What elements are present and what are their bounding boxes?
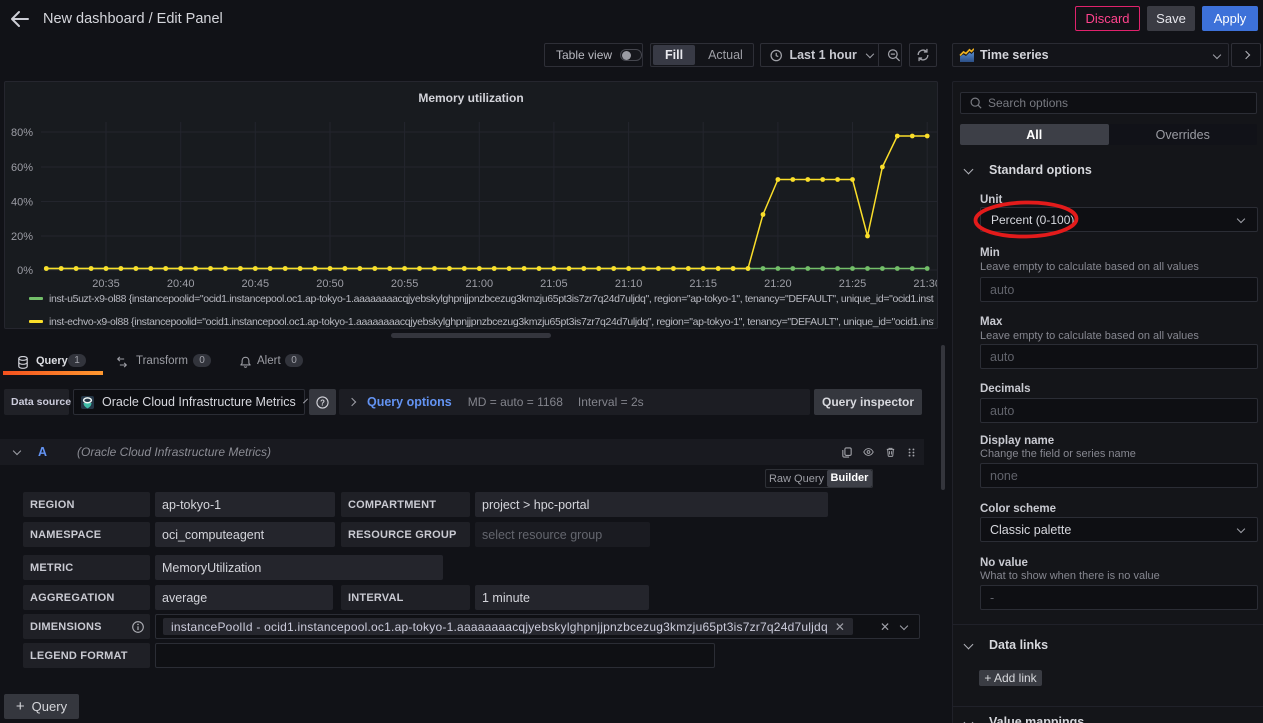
svg-text:21:30: 21:30 [913,278,937,290]
svg-text:21:15: 21:15 [689,278,717,290]
svg-text:40%: 40% [11,197,33,209]
svg-text:20%: 20% [11,231,33,243]
svg-text:80%: 80% [11,127,33,139]
svg-text:20:35: 20:35 [92,278,120,290]
svg-text:21:10: 21:10 [615,278,643,290]
svg-text:21:00: 21:00 [466,278,494,290]
svg-text:20:50: 20:50 [316,278,344,290]
svg-text:0%: 0% [17,265,33,277]
svg-text:20:55: 20:55 [391,278,419,290]
svg-text:?: ? [320,398,325,407]
svg-text:20:45: 20:45 [242,278,270,290]
svg-text:21:20: 21:20 [764,278,792,290]
svg-text:60%: 60% [11,162,33,174]
svg-text:21:05: 21:05 [540,278,568,290]
svg-text:21:25: 21:25 [839,278,867,290]
svg-text:20:40: 20:40 [167,278,195,290]
